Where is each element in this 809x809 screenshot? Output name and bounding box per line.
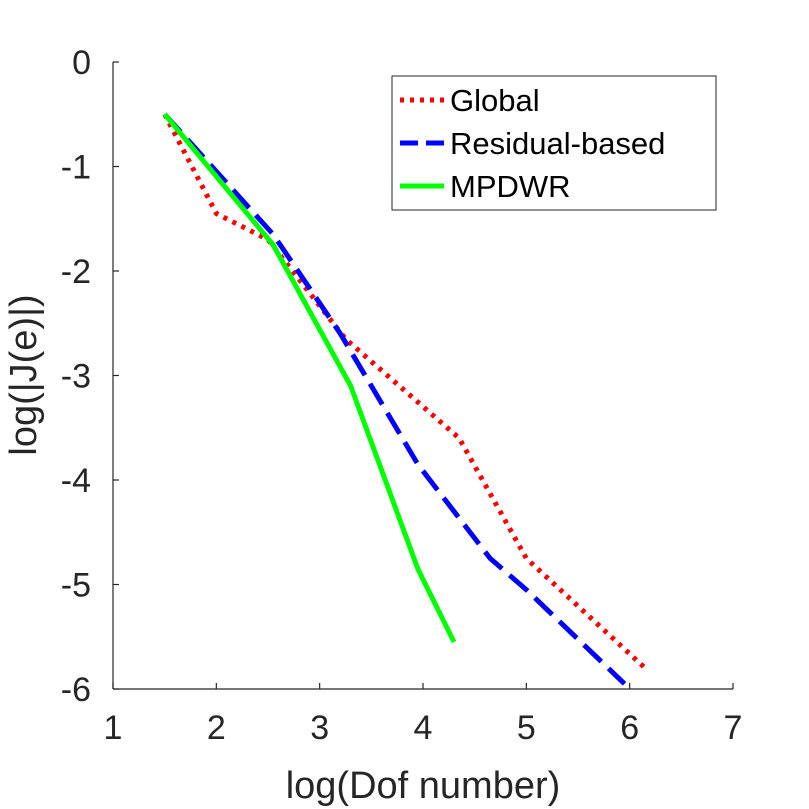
legend-label-residual-based: Residual-based (450, 126, 665, 161)
y-tick-label: -3 (61, 358, 91, 396)
y-axis-title: log(|J(e)|) (3, 294, 45, 455)
x-tick-label: 4 (414, 709, 433, 747)
y-tick-label: -2 (61, 253, 91, 291)
legend-label-mpdwr: MPDWR (450, 169, 571, 204)
legend-label-global: Global (450, 83, 540, 118)
y-ticks: 0 -1 -2 -3 -4 -5 -6 (61, 44, 119, 709)
legend-box (391, 75, 717, 211)
y-tick-label: -1 (61, 149, 91, 187)
x-tick-label: 3 (310, 709, 329, 747)
y-tick-label: -6 (61, 671, 91, 709)
y-tick-label: 0 (72, 44, 91, 82)
x-axis-title: log(Dof number) (286, 765, 561, 807)
x-tick-label: 6 (620, 709, 639, 747)
y-tick-label: -4 (61, 462, 91, 500)
legend: Global Residual-based MPDWR (391, 75, 717, 211)
x-tick-label: 7 (724, 709, 743, 747)
x-tick-label: 5 (517, 709, 536, 747)
x-tick-label: 2 (207, 709, 226, 747)
y-tick-label: -5 (61, 567, 91, 605)
series-lines (162, 112, 647, 686)
x-ticks: 1 2 3 4 5 6 7 (104, 683, 743, 747)
x-tick-label: 1 (104, 709, 123, 747)
